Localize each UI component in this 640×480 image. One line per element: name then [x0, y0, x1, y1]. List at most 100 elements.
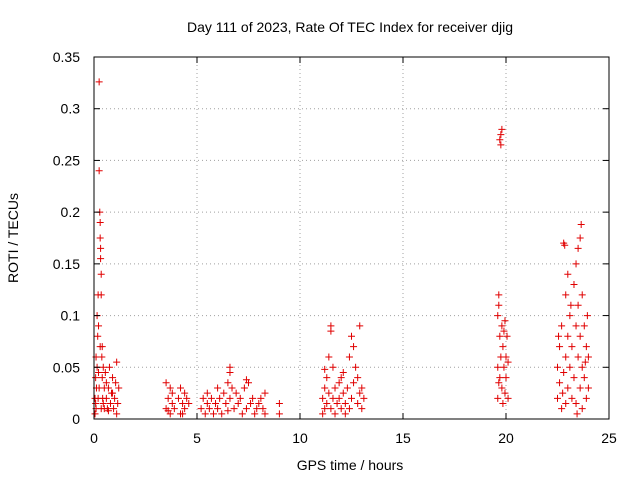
data-point — [104, 407, 112, 415]
data-point — [207, 394, 215, 402]
data-point — [495, 379, 503, 387]
data-point — [185, 399, 193, 407]
data-point — [352, 363, 360, 371]
data-point — [574, 244, 582, 252]
data-point — [561, 241, 569, 249]
data-point — [580, 374, 588, 382]
data-point — [177, 384, 185, 392]
data-point — [562, 399, 570, 407]
data-point — [224, 407, 232, 415]
data-point — [113, 410, 121, 418]
data-point — [554, 394, 561, 402]
data-point — [581, 358, 589, 366]
data-point — [205, 405, 213, 413]
data-point — [216, 394, 224, 402]
data-point — [499, 343, 507, 351]
data-point — [106, 399, 114, 407]
data-point — [236, 394, 244, 402]
data-point — [494, 312, 502, 320]
data-point — [94, 332, 102, 340]
data-point — [218, 410, 226, 418]
data-point — [354, 399, 362, 407]
data-point — [584, 384, 592, 392]
data-point — [97, 270, 105, 278]
data-point — [170, 405, 178, 413]
data-point — [319, 394, 327, 402]
data-point — [497, 141, 505, 149]
data-point — [95, 368, 103, 376]
plot-frame — [93, 56, 610, 420]
data-point — [500, 327, 508, 335]
data-point — [337, 405, 345, 413]
x-tick-label: 20 — [498, 430, 514, 446]
y-tick-label: 0.35 — [53, 49, 80, 65]
data-point — [500, 363, 508, 371]
data-point — [337, 374, 345, 382]
data-point — [97, 291, 105, 299]
data-point — [226, 394, 234, 402]
data-point — [164, 394, 172, 402]
y-tick-label: 0.05 — [53, 359, 80, 375]
axis-ticks — [93, 56, 610, 420]
data-point — [574, 301, 582, 309]
data-point — [168, 399, 176, 407]
data-point — [249, 394, 257, 402]
data-point — [341, 399, 349, 407]
data-point — [559, 389, 567, 397]
data-point — [209, 410, 217, 418]
data-point — [238, 410, 246, 418]
data-point — [203, 399, 211, 407]
data-point — [498, 384, 506, 392]
data-point — [576, 234, 584, 242]
data-point — [98, 353, 106, 361]
y-axis-label: ROTI / TECUs — [5, 193, 21, 283]
data-point — [360, 394, 368, 402]
data-point — [162, 379, 170, 387]
data-point — [115, 384, 123, 392]
data-point — [95, 78, 103, 86]
data-point — [232, 389, 240, 397]
data-point — [203, 389, 211, 397]
y-tick-label: 0.25 — [53, 152, 80, 168]
data-point — [261, 410, 269, 418]
data-point — [230, 405, 238, 413]
data-point — [224, 379, 232, 387]
data-point — [502, 374, 510, 382]
data-point — [226, 363, 234, 371]
data-point — [111, 394, 119, 402]
data-point — [164, 407, 172, 415]
data-point — [494, 363, 502, 371]
data-point — [583, 312, 591, 320]
data-point — [97, 255, 105, 263]
data-point — [556, 379, 564, 387]
data-point — [566, 312, 574, 320]
data-point — [562, 291, 570, 299]
data-point — [259, 405, 267, 413]
data-point — [98, 374, 106, 382]
data-point — [495, 291, 503, 299]
data-point — [228, 384, 236, 392]
data-point — [502, 353, 510, 361]
y-tick-label: 0 — [72, 411, 80, 427]
data-point — [201, 410, 209, 418]
data-point — [109, 389, 117, 397]
data-point — [574, 353, 582, 361]
data-point — [498, 322, 506, 330]
data-point — [554, 363, 561, 371]
data-point — [345, 405, 353, 413]
data-point — [99, 363, 107, 371]
data-point — [253, 405, 261, 413]
data-point — [501, 389, 509, 397]
data-point — [570, 374, 578, 382]
data-point — [572, 399, 580, 407]
data-point — [261, 389, 269, 397]
data-point — [97, 244, 105, 252]
data-point — [496, 332, 504, 340]
data-point — [584, 353, 592, 361]
data-point — [501, 317, 509, 325]
data-point — [350, 379, 358, 387]
data-point — [275, 410, 283, 418]
data-point — [112, 379, 120, 387]
data-point — [496, 136, 504, 144]
data-point — [564, 332, 572, 340]
